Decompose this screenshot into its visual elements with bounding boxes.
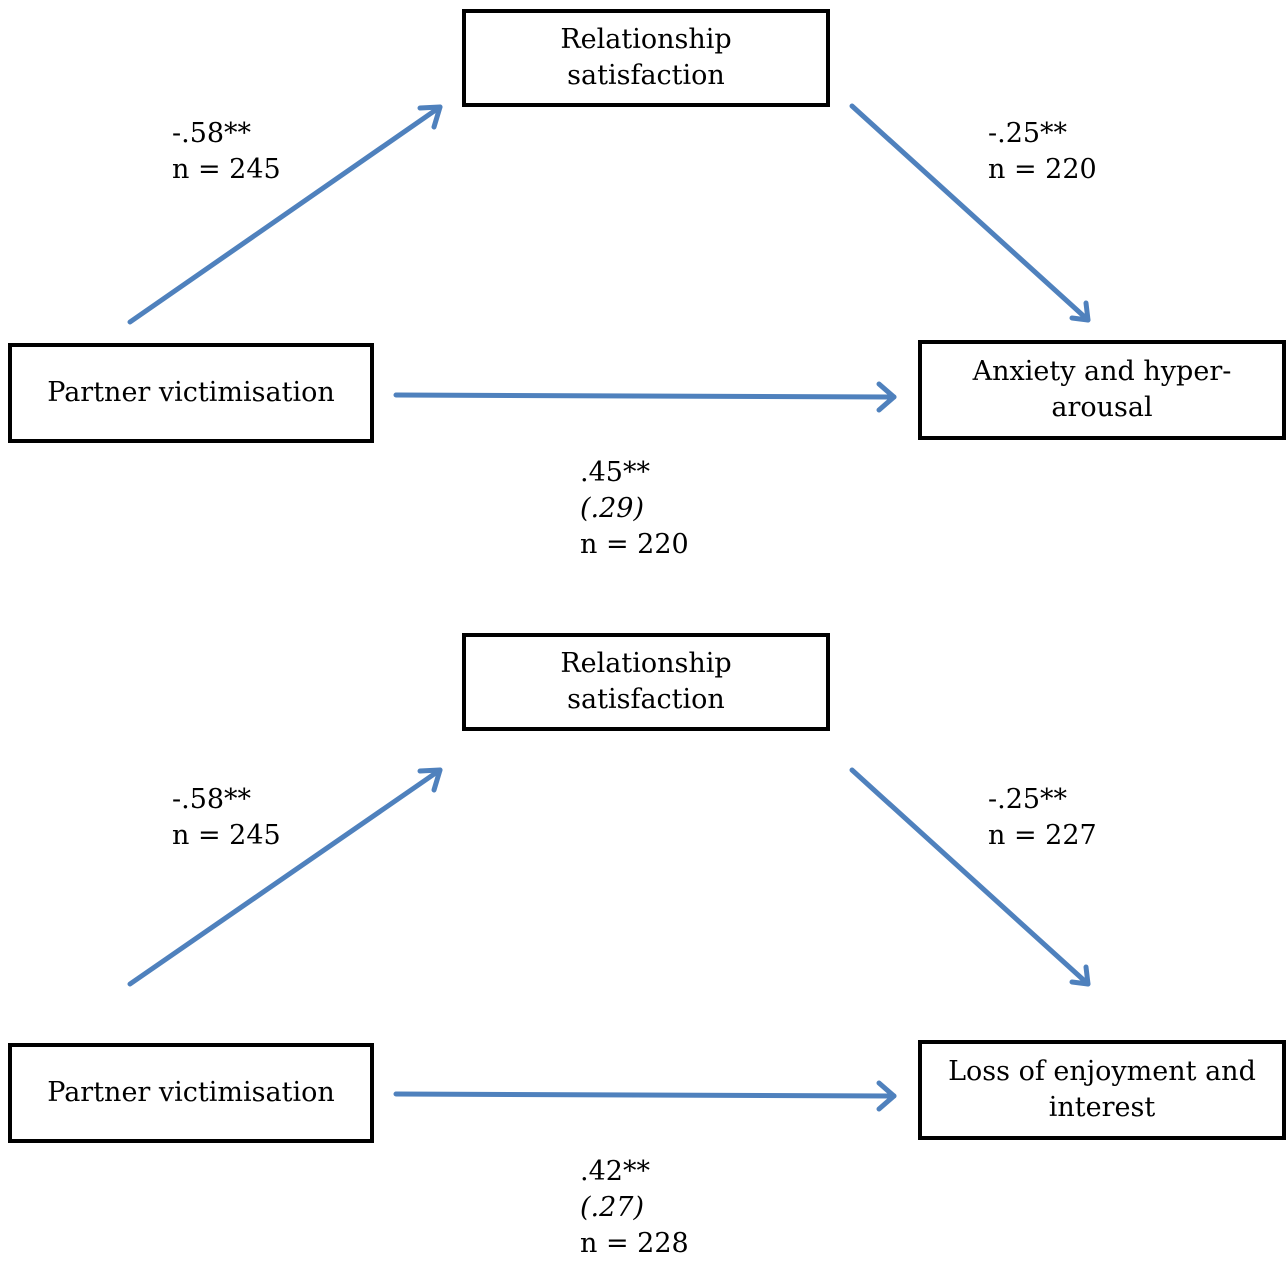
- mediation-diagram-anxiety: Relationship satisfaction Partner victim…: [0, 0, 1286, 611]
- path-b-n: n = 227: [988, 820, 1097, 851]
- outcome-label-line1: Loss of enjoyment and: [948, 1056, 1256, 1087]
- path-a-label: -.58** n = 245: [172, 116, 281, 188]
- mediator-label-line2: satisfaction: [567, 684, 725, 715]
- arrow-path-b: [849, 103, 1091, 323]
- path-b-label: -.25** n = 220: [988, 116, 1097, 188]
- mediation-diagram-enjoyment: Relationship satisfaction Partner victim…: [0, 624, 1286, 1259]
- arrows-layer: [127, 767, 1091, 1112]
- outcome-label-line2: interest: [1048, 1092, 1156, 1123]
- predictor-label: Partner victimisation: [47, 1077, 335, 1108]
- outcome-label-line2: arousal: [1051, 392, 1153, 423]
- arrow-path-c: [393, 1080, 897, 1112]
- arrow-path-c: [393, 381, 897, 413]
- predictor-label: Partner victimisation: [47, 377, 335, 408]
- path-c-coef-line: .45** (.29): [580, 455, 689, 527]
- path-c-label: .45** (.29) n = 220: [580, 455, 689, 563]
- path-b-coef: -.25**: [988, 118, 1068, 149]
- path-b-n: n = 220: [988, 154, 1097, 185]
- mediator-box: Relationship satisfaction: [462, 633, 830, 731]
- arrow-path-a: [127, 104, 443, 325]
- path-a-label: -.58** n = 245: [172, 782, 281, 854]
- predictor-box: Partner victimisation: [8, 343, 374, 443]
- path-a-n: n = 245: [172, 154, 281, 185]
- outcome-box: Loss of enjoyment and interest: [918, 1040, 1286, 1140]
- predictor-box: Partner victimisation: [8, 1043, 374, 1143]
- arrow-path-a: [127, 767, 443, 987]
- arrow-path-b: [849, 767, 1091, 987]
- path-c-coef: .42**: [580, 1156, 650, 1187]
- mediator-label-line1: Relationship: [560, 648, 732, 679]
- path-a-coef: -.58**: [172, 784, 252, 815]
- path-c-coef-line: .42** (.27): [580, 1154, 689, 1226]
- arrows-layer: [127, 103, 1091, 413]
- path-a-n: n = 245: [172, 820, 281, 851]
- mediator-label-line1: Relationship: [560, 24, 732, 55]
- outcome-box: Anxiety and hyper- arousal: [918, 340, 1286, 440]
- path-b-coef: -.25**: [988, 784, 1068, 815]
- path-b-label: -.25** n = 227: [988, 782, 1097, 854]
- path-c-n: n = 220: [580, 529, 689, 560]
- path-c-label: .42** (.27) n = 228: [580, 1154, 689, 1262]
- path-c-coef: .45**: [580, 457, 650, 488]
- outcome-label-line1: Anxiety and hyper-: [972, 356, 1232, 387]
- path-a-coef: -.58**: [172, 118, 252, 149]
- mediator-box: Relationship satisfaction: [462, 9, 830, 107]
- path-c-indirect: (.29): [580, 493, 645, 524]
- path-c-indirect: (.27): [580, 1192, 645, 1223]
- mediator-label-line2: satisfaction: [567, 60, 725, 91]
- path-c-n: n = 228: [580, 1228, 689, 1259]
